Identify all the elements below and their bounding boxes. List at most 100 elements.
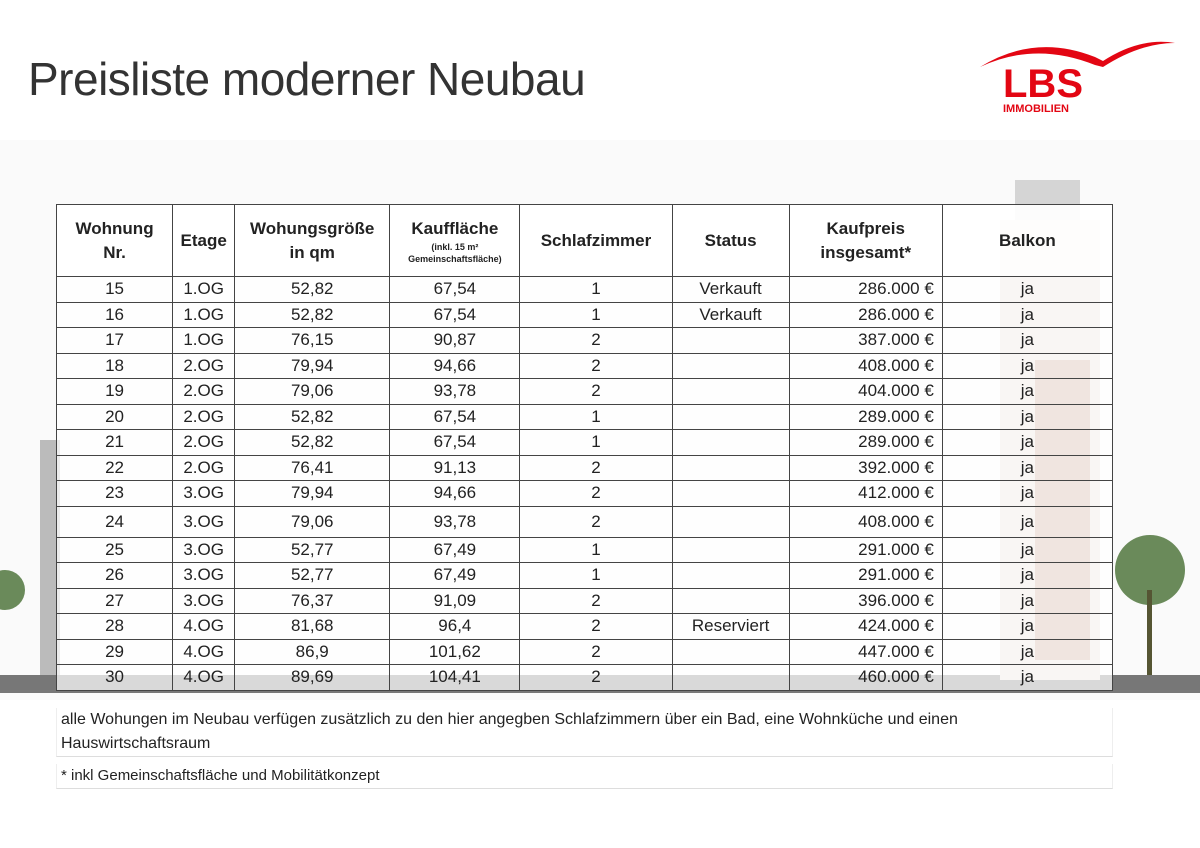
table-cell: 91,13: [389, 454, 521, 481]
table-cell: 90,87: [389, 327, 521, 354]
table-row: 23 3.OG 79,94 94,66 2 412.000 € ja: [55, 480, 1114, 507]
table-cell: 67,54: [389, 403, 521, 430]
table-row: 26 3.OG 52,77 67,49 1 291.000 € ja: [55, 562, 1114, 589]
table-cell: 15: [55, 276, 174, 303]
column-header: Kaufpreis insgesamt*: [788, 204, 943, 277]
table-cell: 101,62: [389, 638, 521, 665]
table-cell: 291.000 €: [788, 562, 943, 589]
table-cell: [671, 429, 790, 456]
table-cell: 25: [55, 536, 174, 563]
table-cell: ja: [941, 505, 1114, 538]
table-row: 27 3.OG 76,37 91,09 2 396.000 € ja: [55, 587, 1114, 614]
table-row: 22 2.OG 76,41 91,13 2 392.000 € ja: [55, 454, 1114, 481]
table-cell: [671, 505, 790, 538]
table-cell: 3.OG: [172, 536, 236, 563]
footnote-rooms: alle Wohungen im Neubau verfügen zusätzl…: [56, 708, 1113, 757]
table-cell: 2: [519, 352, 673, 379]
table-row: 24 3.OG 79,06 93,78 2 408.000 € ja: [55, 505, 1114, 538]
column-header: Wohnung Nr.: [55, 204, 174, 277]
table-cell: ja: [941, 664, 1114, 691]
table-row: 16 1.OG 52,82 67,54 1 Verkauft 286.000 € ja: [55, 301, 1114, 328]
footnote-price: * inkl Gemeinschaftsfläche und Mobilität…: [56, 764, 1113, 789]
table-cell: 67,49: [389, 562, 521, 589]
table-cell: 289.000 €: [788, 403, 943, 430]
table-cell: 16: [55, 301, 174, 328]
table-cell: [671, 403, 790, 430]
table-cell: 3.OG: [172, 587, 236, 614]
table-cell: ja: [941, 403, 1114, 430]
svg-text:IMMOBILIEN: IMMOBILIEN: [1003, 103, 1069, 115]
table-cell: 20: [55, 403, 174, 430]
table-cell: 17: [55, 327, 174, 354]
table-cell: 24: [55, 505, 174, 538]
table-cell: 93,78: [389, 378, 521, 405]
table-cell: 23: [55, 480, 174, 507]
table-cell: 76,15: [234, 327, 391, 354]
table-cell: 79,94: [234, 480, 391, 507]
table-cell: 19: [55, 378, 174, 405]
column-header: Etage: [172, 204, 236, 277]
column-header: Wohungsgröße in qm: [234, 204, 391, 277]
table-cell: 1: [519, 429, 673, 456]
table-cell: 52,82: [234, 301, 391, 328]
table-row: 21 2.OG 52,82 67,54 1 289.000 € ja: [55, 429, 1114, 456]
table-cell: ja: [941, 613, 1114, 640]
table-cell: ja: [941, 587, 1114, 614]
table-cell: 2: [519, 454, 673, 481]
svg-text:LBS: LBS: [1003, 62, 1083, 106]
table-cell: 2.OG: [172, 403, 236, 430]
table-cell: ja: [941, 327, 1114, 354]
table-cell: 26: [55, 562, 174, 589]
table-cell: 3.OG: [172, 480, 236, 507]
table-cell: 81,68: [234, 613, 391, 640]
header-sublabel: (inkl. 15 m² Gemeinschaftsfläche): [408, 241, 502, 264]
table-cell: ja: [941, 301, 1114, 328]
lbs-logo: LBS IMMOBILIEN: [980, 41, 1175, 115]
table-cell: 76,37: [234, 587, 391, 614]
table-cell: 29: [55, 638, 174, 665]
table-cell: Verkauft: [671, 276, 790, 303]
table-cell: 2: [519, 378, 673, 405]
table-cell: 4.OG: [172, 613, 236, 640]
table-cell: 286.000 €: [788, 276, 943, 303]
table-cell: 18: [55, 352, 174, 379]
table-cell: 387.000 €: [788, 327, 943, 354]
table-cell: ja: [941, 480, 1114, 507]
table-cell: 30: [55, 664, 174, 691]
table-cell: 2: [519, 505, 673, 538]
table-cell: 89,69: [234, 664, 391, 691]
table-cell: 286.000 €: [788, 301, 943, 328]
header-label: Kauffläche: [411, 218, 499, 238]
table-cell: 79,06: [234, 505, 391, 538]
table-cell: 3.OG: [172, 505, 236, 538]
table-row: 30 4.OG 89,69 104,41 2 460.000 € ja: [55, 664, 1114, 691]
table-cell: 21: [55, 429, 174, 456]
table-cell: [671, 327, 790, 354]
table-cell: 93,78: [389, 505, 521, 538]
table-cell: 52,82: [234, 276, 391, 303]
table-row: 17 1.OG 76,15 90,87 2 387.000 € ja: [55, 327, 1114, 354]
table-cell: 52,77: [234, 562, 391, 589]
table-cell: 289.000 €: [788, 429, 943, 456]
table-cell: 52,82: [234, 429, 391, 456]
table-cell: ja: [941, 536, 1114, 563]
header-label: Status: [704, 230, 757, 250]
table-cell: 28: [55, 613, 174, 640]
table-cell: 1.OG: [172, 301, 236, 328]
table-cell: 1: [519, 403, 673, 430]
table-cell: 2.OG: [172, 352, 236, 379]
table-cell: 104,41: [389, 664, 521, 691]
table-cell: [671, 562, 790, 589]
table-cell: 67,54: [389, 429, 521, 456]
table-cell: Reserviert: [671, 613, 790, 640]
table-row: 15 1.OG 52,82 67,54 1 Verkauft 286.000 € ja: [55, 276, 1114, 303]
header-label: Schlafzimmer: [540, 230, 652, 250]
column-header: Kauffläche (inkl. 15 m² Gemeinschaftsfläc…: [389, 204, 521, 277]
page-title: Preisliste moderner Neubau: [28, 53, 586, 105]
table-cell: ja: [941, 562, 1114, 589]
table-cell: ja: [941, 378, 1114, 405]
table-cell: 27: [55, 587, 174, 614]
header-label: Wohungsgröße in qm: [250, 218, 375, 262]
column-header: Status: [671, 204, 790, 277]
table-cell: 412.000 €: [788, 480, 943, 507]
